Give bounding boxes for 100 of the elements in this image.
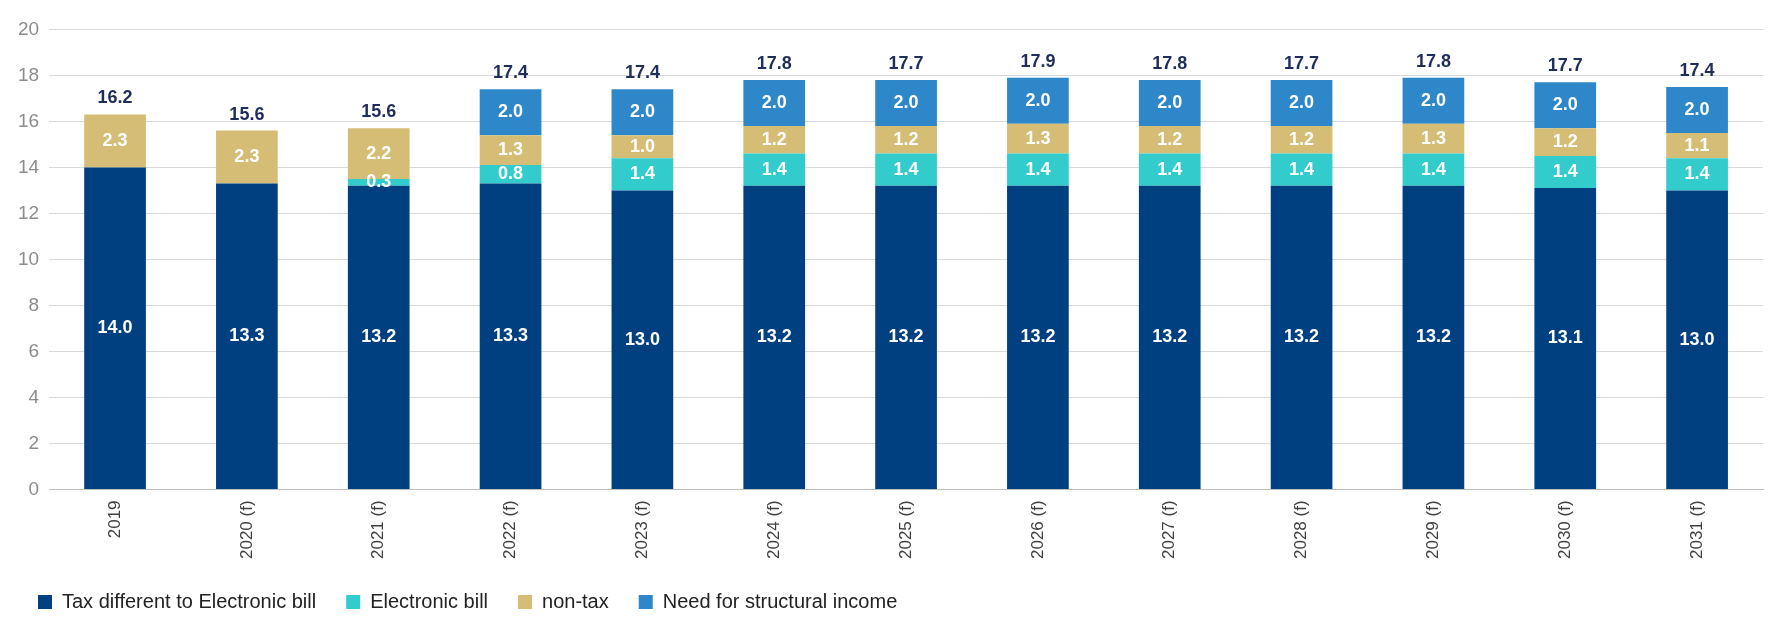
bar: [84, 167, 146, 489]
data-label: 13.2: [756, 326, 792, 347]
data-label: 1.0: [629, 135, 655, 156]
bar: [1534, 82, 1597, 129]
data-label: 0.8: [498, 163, 524, 184]
y-tick-label: 14: [17, 155, 40, 177]
bar: [1007, 123, 1069, 154]
data-label: 13.2: [361, 326, 397, 347]
data-label: 1.1: [1684, 134, 1710, 155]
bar: [611, 158, 674, 191]
bar: [1270, 126, 1333, 154]
bar: [1666, 158, 1728, 191]
x-tick-label: 2027 (f): [1159, 500, 1179, 560]
x-tick-label: 2025 (f): [895, 500, 915, 560]
legend-label: Need for structural income: [662, 589, 898, 612]
x-tick-label: 2029 (f): [1423, 500, 1443, 560]
x-tick-label: 2019: [104, 500, 124, 539]
bar: [743, 153, 806, 186]
bar: [1138, 153, 1201, 186]
x-tick-label: 2026 (f): [1027, 500, 1047, 560]
bar: [1534, 188, 1597, 489]
bar: [216, 183, 278, 489]
bar: [1007, 185, 1069, 489]
bar: [1270, 153, 1333, 186]
data-label: 13.2: [1020, 326, 1056, 347]
x-tick-label: 2023 (f): [632, 500, 652, 560]
data-label: 13.2: [888, 326, 924, 347]
data-label: 2.0: [893, 91, 919, 112]
x-tick-label: 2031 (f): [1686, 500, 1706, 560]
x-tick-label: 2020 (f): [236, 500, 256, 560]
bar: [1138, 126, 1201, 154]
total-label: 16.2: [97, 87, 133, 108]
data-label: 2.0: [1157, 91, 1183, 112]
bar: [1007, 77, 1069, 124]
total-label: 17.8: [756, 52, 792, 73]
y-tick-label: 2: [28, 431, 40, 453]
data-label: 2.2: [366, 142, 392, 163]
data-label: 2.0: [1552, 94, 1578, 115]
bar: [611, 89, 674, 136]
total-label: 15.6: [229, 103, 265, 124]
data-label: 1.3: [1025, 127, 1051, 148]
data-label: 1.2: [1289, 128, 1315, 149]
total-label: 17.9: [1020, 50, 1056, 71]
y-tick-label: 12: [17, 201, 40, 223]
data-label: 13.1: [1547, 327, 1583, 348]
data-label: 1.4: [1157, 158, 1183, 179]
legend-label: non-tax: [542, 589, 609, 612]
data-label: 1.3: [1420, 127, 1446, 148]
bar: [1138, 80, 1201, 126]
bar: [1138, 185, 1201, 489]
bar: [1402, 123, 1465, 154]
total-label: 15.6: [361, 101, 397, 122]
x-tick-label: 2028 (f): [1291, 500, 1311, 560]
data-label: 1.4: [761, 158, 787, 179]
bar: [84, 114, 146, 168]
bar: [875, 126, 937, 154]
bar: [1402, 185, 1465, 489]
bar: [875, 153, 937, 186]
bar: [875, 185, 937, 489]
total-label: 17.4: [624, 62, 660, 83]
data-label: 1.4: [893, 158, 919, 179]
total-label: 17.8: [1152, 52, 1188, 73]
bar: [1534, 128, 1597, 156]
bar: [479, 135, 542, 166]
y-tick-label: 4: [28, 385, 40, 407]
data-label: 13.2: [1415, 326, 1451, 347]
data-label: 2.3: [234, 146, 260, 167]
data-label: 1.4: [1552, 160, 1578, 181]
data-label: 13.3: [493, 325, 529, 346]
bar: [479, 183, 542, 489]
legend-label: Electronic bill: [370, 589, 489, 612]
data-label: 13.2: [1152, 326, 1188, 347]
bar: [743, 126, 806, 154]
bar: [1402, 77, 1465, 124]
legend-label: Tax different to Electronic bill: [62, 589, 317, 612]
data-label: 1.4: [1420, 158, 1446, 179]
data-label: 1.3: [498, 139, 524, 160]
bar: [743, 80, 806, 126]
bar: [611, 190, 674, 489]
data-label: 1.2: [1157, 128, 1183, 149]
bar: [1666, 86, 1728, 133]
data-label: 1.2: [761, 128, 787, 149]
bar: [743, 185, 806, 489]
data-label: 2.0: [1420, 89, 1446, 110]
x-tick-label: 2024 (f): [763, 500, 783, 560]
total-label: 17.4: [493, 62, 529, 83]
data-label: 2.3: [102, 129, 128, 150]
total-label: 17.7: [1284, 52, 1320, 73]
data-label: 1.4: [629, 163, 655, 184]
bar: [347, 185, 410, 489]
bar: [1666, 190, 1728, 489]
y-tick-label: 0: [28, 477, 40, 499]
y-tick-label: 18: [17, 63, 40, 85]
data-label: 2.0: [1289, 91, 1315, 112]
data-label: 13.0: [1679, 328, 1715, 349]
data-label: 13.3: [229, 325, 265, 346]
x-tick-label: 2021 (f): [368, 500, 388, 560]
data-label: 1.2: [1552, 131, 1578, 152]
total-label: 17.7: [888, 52, 924, 73]
data-label: 1.4: [1025, 158, 1051, 179]
